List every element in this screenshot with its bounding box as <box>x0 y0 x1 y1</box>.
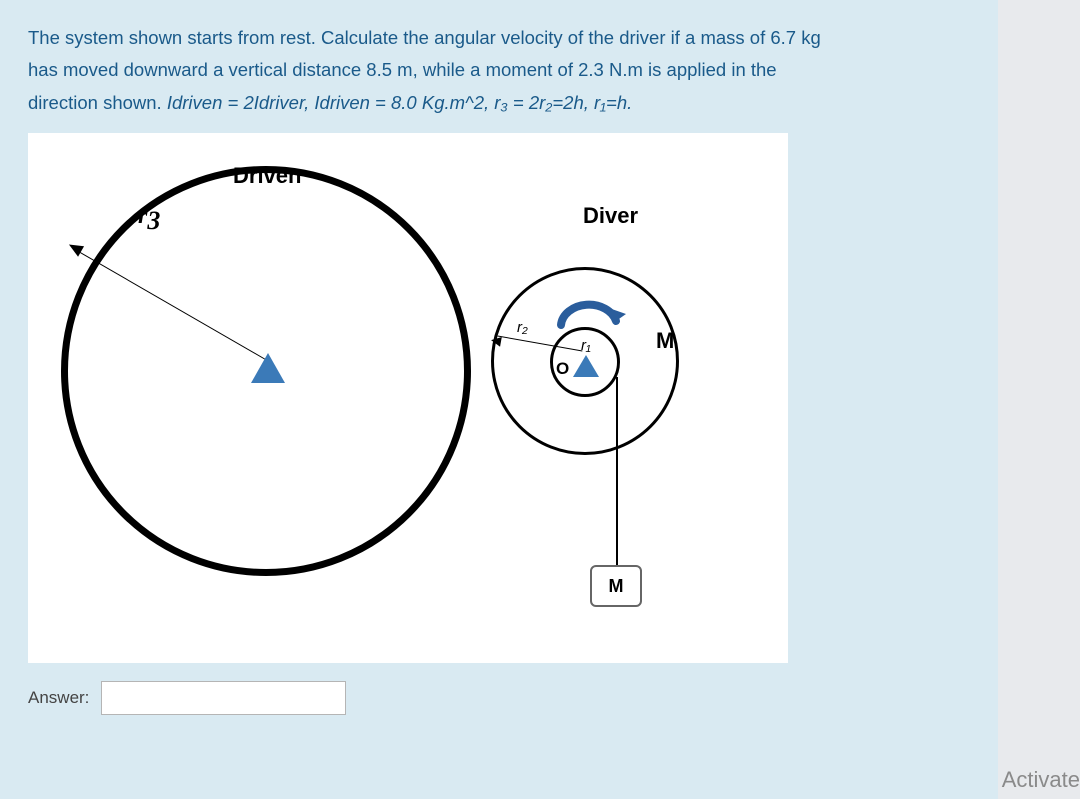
moment-label: M <box>656 328 674 354</box>
mass-label: M <box>609 576 624 597</box>
question-relations: Idriven = 2Idriver, Idriven = 8.0 Kg.m^2… <box>167 92 632 113</box>
r3-symbol: r <box>138 203 147 229</box>
r2-arrow-icon <box>490 335 502 347</box>
origin-label: O <box>556 359 569 379</box>
question-line-3-prefix: direction shown. <box>28 92 167 113</box>
answer-input[interactable] <box>101 681 346 715</box>
question-card: The system shown starts from rest. Calcu… <box>0 0 998 799</box>
driven-pivot-icon <box>251 353 285 383</box>
question-text: The system shown starts from rest. Calcu… <box>28 22 970 119</box>
driver-pivot-icon <box>573 355 599 377</box>
r1-label: r₁ <box>581 337 591 354</box>
mass-box: M <box>590 565 642 607</box>
answer-label: Answer: <box>28 688 89 708</box>
moment-arrow-icon <box>546 293 628 337</box>
answer-row: Answer: <box>28 681 970 715</box>
watermark-text: Activate <box>1002 767 1080 793</box>
question-line-1: The system shown starts from rest. Calcu… <box>28 27 821 48</box>
r3-label: r3 <box>138 203 160 236</box>
diagram-area: Driven r3 Diver r₂ r₁ O M M <box>28 133 788 663</box>
r3-subscript: 3 <box>147 206 160 235</box>
driver-label: Diver <box>583 203 638 229</box>
r2-label: r₂ <box>517 319 528 336</box>
question-line-2: has moved downward a vertical distance 8… <box>28 59 777 80</box>
driven-label: Driven <box>233 163 301 189</box>
cable-line <box>616 377 618 565</box>
